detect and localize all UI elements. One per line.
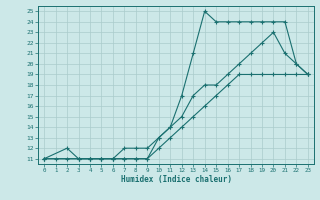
X-axis label: Humidex (Indice chaleur): Humidex (Indice chaleur): [121, 175, 231, 184]
